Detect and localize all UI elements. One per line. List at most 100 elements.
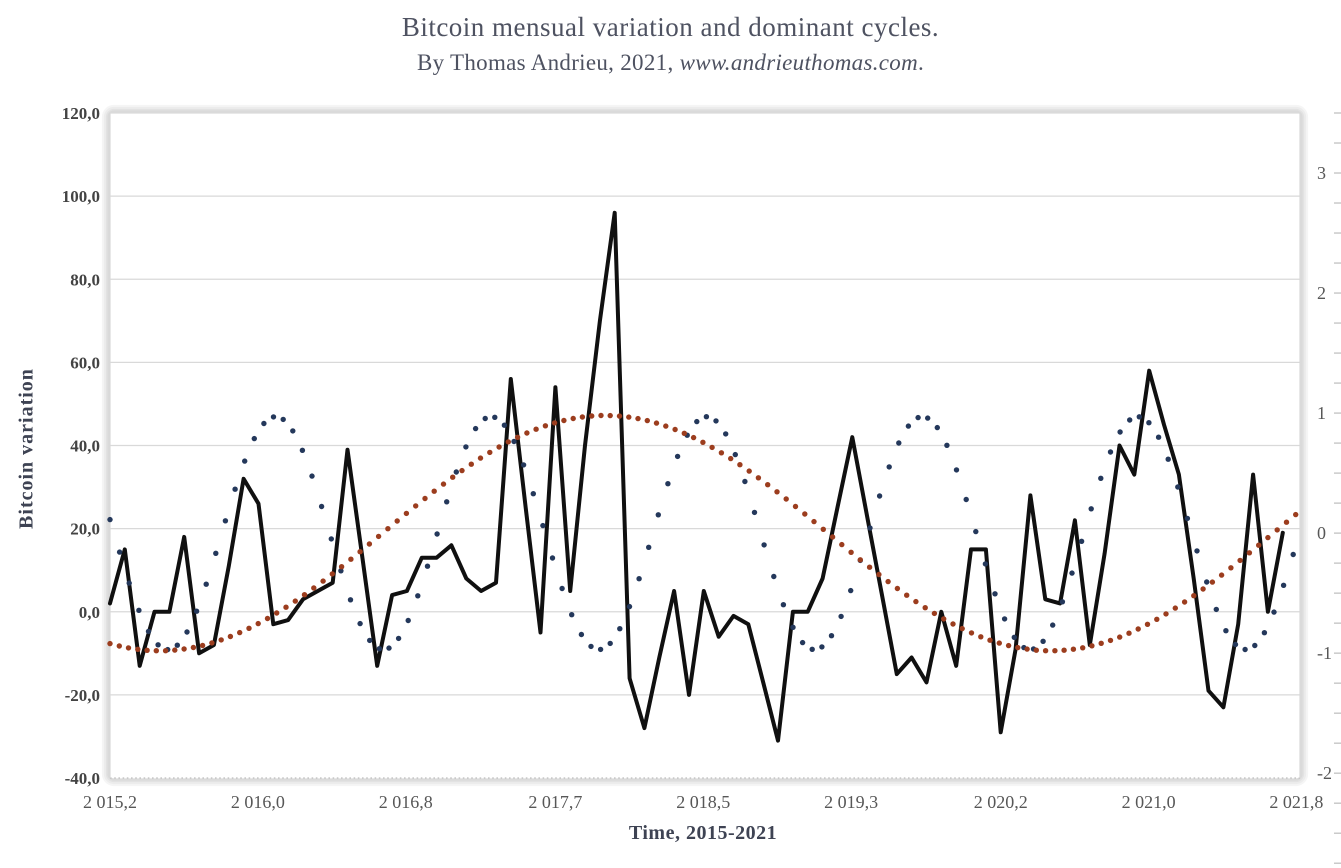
- cycle-dot: [626, 603, 633, 610]
- cycle-dot: [496, 444, 502, 450]
- cycle-dot: [876, 571, 882, 578]
- x-axis-title: Time, 2015-2021: [628, 822, 778, 844]
- cycle-dot: [783, 496, 789, 502]
- cycle-dot: [1184, 515, 1191, 522]
- cycle-dot: [385, 526, 391, 532]
- cycle-dot: [713, 418, 719, 424]
- cycle-dot: [290, 428, 296, 434]
- cycle-dot: [514, 434, 521, 440]
- cycle-dot: [703, 414, 710, 420]
- cycle-dot: [839, 541, 845, 548]
- cycle-dot: [978, 634, 984, 640]
- chart-subtitle-prefix: By Thomas Andrieu, 2021,: [416, 50, 680, 75]
- cycle-dot: [811, 518, 817, 525]
- cycle-dot: [857, 557, 863, 563]
- cycle-dot: [551, 420, 558, 426]
- plot-area-shadow: [107, 110, 1303, 781]
- cycle-dot: [617, 626, 623, 632]
- cycle-dot: [1117, 429, 1123, 435]
- right-axis-tick-label: 3: [1317, 163, 1326, 183]
- cycle-dot: [1290, 551, 1296, 558]
- cycle-dot: [242, 458, 248, 464]
- cycle-dot: [386, 645, 392, 651]
- cycle-dot: [357, 620, 363, 627]
- left-axis-tick-label: 120,0: [62, 104, 100, 123]
- cycle-dot: [728, 455, 734, 462]
- cycle-dot: [1024, 646, 1030, 652]
- cycle-dot: [848, 587, 854, 594]
- cycle-dot: [761, 542, 767, 548]
- cycle-dot: [723, 431, 729, 437]
- cycle-dot: [1172, 605, 1179, 611]
- cycle-dot: [876, 493, 883, 499]
- cycle-dot: [1293, 511, 1299, 518]
- right-axis-tick-label: -1: [1317, 643, 1332, 663]
- cycle-dot: [338, 564, 345, 570]
- cycle-dot: [232, 486, 238, 492]
- cycle-dot: [694, 418, 700, 425]
- cycle-dot: [299, 447, 306, 453]
- cycle-dot: [1107, 637, 1114, 644]
- cycle-dot: [922, 605, 928, 611]
- cycle-dot: [1200, 586, 1206, 592]
- x-axis-tick-label: 2 021,8: [1269, 792, 1323, 812]
- cycle-dot: [413, 503, 419, 509]
- cycle-dot: [644, 417, 650, 424]
- cycle-dot: [915, 414, 921, 421]
- chart-subtitle-suffix: .: [918, 50, 925, 75]
- left-axis-tick-label: 60,0: [70, 353, 100, 372]
- cycle-dot: [347, 597, 354, 603]
- cycle-dot: [1011, 634, 1017, 640]
- cycle-dot: [992, 591, 998, 597]
- cycle-dot: [799, 639, 806, 646]
- cycle-dot: [867, 525, 873, 531]
- cycle-dot: [579, 414, 586, 420]
- bitcoin-variation-line: [108, 210, 1285, 743]
- cycle-dot: [894, 585, 901, 592]
- cycle-dot: [635, 415, 641, 422]
- cycle-dot: [125, 645, 132, 651]
- cycle-dot: [1165, 456, 1171, 462]
- chart-subtitle: By Thomas Andrieu, 2021, www.andrieuthom…: [0, 50, 1341, 76]
- cycle-dot: [1271, 609, 1277, 615]
- cycle-dot: [530, 491, 536, 497]
- cycle-dot: [309, 473, 315, 479]
- cycle-dot: [690, 434, 697, 441]
- cycle-dot: [155, 642, 161, 648]
- cycle-dot: [905, 423, 912, 429]
- cycle-dot: [431, 488, 437, 494]
- cycle-dot: [422, 495, 428, 502]
- cycle-dot: [107, 640, 113, 647]
- cycle-dot: [375, 533, 382, 540]
- cycle-dot: [987, 637, 993, 643]
- cycle-dot: [1209, 579, 1216, 585]
- cycle-dot: [1283, 519, 1290, 525]
- cycle-dot: [1191, 593, 1197, 599]
- cycle-dot: [559, 585, 565, 592]
- x-axis-tick-label: 2 016,8: [379, 792, 433, 812]
- cycle-dot: [501, 422, 508, 428]
- cycle-dot: [542, 423, 549, 429]
- cycle-dot: [280, 416, 286, 423]
- cycle-dot: [193, 608, 200, 614]
- cycle-dot: [199, 642, 206, 649]
- cycle-dot: [415, 593, 421, 599]
- cycle-dot: [751, 509, 758, 516]
- right-axis-tick-label: 0: [1317, 523, 1326, 543]
- cycle-dot: [292, 598, 298, 604]
- cycle-dot: [672, 426, 678, 433]
- cycle-dot: [588, 643, 594, 650]
- cycle-dot: [765, 482, 771, 488]
- cycle-dot: [792, 503, 799, 510]
- cycle-dot: [1059, 599, 1066, 605]
- cycle-dot: [570, 415, 576, 422]
- cycle-dot: [301, 592, 308, 598]
- cycle-dot: [636, 576, 642, 582]
- cycle-dot: [653, 420, 660, 426]
- cycle-dot: [848, 549, 854, 555]
- cycle-dot: [144, 647, 150, 653]
- cycle-dot: [1242, 646, 1248, 653]
- right-axis-tick-label: 2: [1317, 283, 1326, 303]
